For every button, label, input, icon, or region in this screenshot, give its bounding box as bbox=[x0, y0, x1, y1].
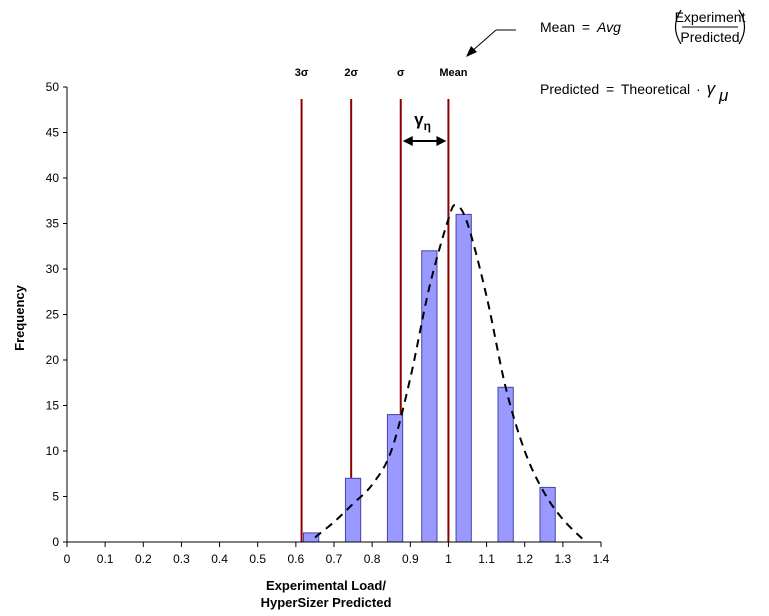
y-tick-label-1: 5 bbox=[52, 490, 59, 504]
bar-3 bbox=[421, 250, 438, 543]
histogram-bars bbox=[302, 213, 556, 543]
gamma-eta-arrow: γη bbox=[402, 110, 447, 146]
sigma-label-2: σ bbox=[397, 67, 405, 79]
y-axis-ticks: 0 5 10 15 20 25 30 35 40 45 50 bbox=[46, 80, 67, 549]
predicted-formula: Predicted = Theoretical · γ μ bbox=[540, 79, 729, 105]
x-tick-label-8: 0.8 bbox=[364, 552, 381, 566]
y-tick-label-8: 40 bbox=[46, 171, 60, 185]
gamma-arrowhead-right bbox=[436, 136, 447, 146]
bar-5 bbox=[497, 386, 514, 543]
y-axis-title: Frequency bbox=[12, 284, 27, 351]
x-axis-ticks: 0 0.1 0.2 0.3 0.4 0.5 0.6 0.7 0.8 0.9 1 1.1 1.2 1.3 1.… bbox=[64, 542, 610, 566]
x-axis-title-line2: HyperSizer Predicted bbox=[261, 595, 392, 610]
x-tick-label-2: 0.2 bbox=[135, 552, 152, 566]
mean-formula-eq: = bbox=[582, 19, 590, 35]
x-tick-label-1: 0.1 bbox=[97, 552, 114, 566]
y-tick-label-2: 10 bbox=[46, 444, 60, 458]
mean-formula-denominator: Predicted bbox=[680, 29, 739, 45]
y-tick-label-3: 15 bbox=[46, 399, 60, 413]
x-tick-label-0: 0 bbox=[64, 552, 71, 566]
predicted-formula-eq: = bbox=[606, 81, 614, 97]
x-tick-label-10: 1 bbox=[445, 552, 452, 566]
y-tick-label-10: 50 bbox=[46, 80, 60, 94]
mean-formula-lhs: Mean bbox=[540, 19, 575, 35]
mean-formula-numerator: Experiment bbox=[675, 9, 746, 25]
bar-4 bbox=[455, 213, 472, 543]
predicted-formula-rhs: Theoretical bbox=[621, 81, 690, 97]
sigma-label-1: 2σ bbox=[344, 67, 358, 79]
y-tick-label-0: 0 bbox=[52, 535, 59, 549]
y-tick-label-9: 45 bbox=[46, 126, 60, 140]
sigma-label-3: Mean bbox=[439, 67, 467, 79]
plot-area: 0 5 10 15 20 25 30 35 40 45 50 0 0.1 0.2 0.3 0.4 0.5 0.6… bbox=[46, 67, 610, 566]
gamma-eta-label: γη bbox=[414, 110, 431, 133]
y-tick-label-4: 20 bbox=[46, 353, 60, 367]
mean-formula: Mean = Avg Experiment Predicted bbox=[540, 9, 746, 45]
x-axis-title-line1: Experimental Load/ bbox=[266, 578, 386, 593]
mean-formula-func: Avg bbox=[596, 19, 621, 35]
y-tick-label-6: 30 bbox=[46, 262, 60, 276]
svg-text:Mean = Avg: Mean = Avg bbox=[540, 19, 621, 35]
x-tick-label-14: 1.4 bbox=[593, 552, 610, 566]
x-tick-label-12: 1.2 bbox=[516, 552, 533, 566]
x-tick-label-4: 0.4 bbox=[211, 552, 228, 566]
x-tick-label-11: 1.1 bbox=[478, 552, 495, 566]
predicted-formula-lhs: Predicted bbox=[540, 81, 599, 97]
predicted-formula-dot: · bbox=[696, 81, 701, 97]
x-tick-label-5: 0.5 bbox=[249, 552, 266, 566]
mean-pointer-arrow bbox=[466, 29, 516, 57]
fit-curve bbox=[314, 204, 587, 543]
left-paren bbox=[674, 9, 682, 45]
y-tick-label-7: 35 bbox=[46, 217, 60, 231]
sigma-label-0: 3σ bbox=[295, 67, 309, 79]
x-tick-label-7: 0.7 bbox=[326, 552, 343, 566]
predicted-formula-mu: μ bbox=[718, 86, 729, 105]
bar-6 bbox=[539, 486, 556, 543]
gamma-arrowhead-left bbox=[402, 136, 413, 146]
x-tick-label-3: 0.3 bbox=[173, 552, 190, 566]
x-tick-label-9: 0.9 bbox=[402, 552, 419, 566]
sigma-lines bbox=[300, 99, 450, 542]
y-tick-label-5: 25 bbox=[46, 308, 60, 322]
sigma-labels: 3σ 2σ σ Mean bbox=[295, 67, 468, 79]
x-tick-label-13: 1.3 bbox=[555, 552, 572, 566]
predicted-formula-gamma: γ bbox=[707, 79, 717, 98]
x-tick-label-6: 0.6 bbox=[288, 552, 305, 566]
right-paren bbox=[738, 9, 746, 45]
bar-2 bbox=[386, 414, 404, 543]
